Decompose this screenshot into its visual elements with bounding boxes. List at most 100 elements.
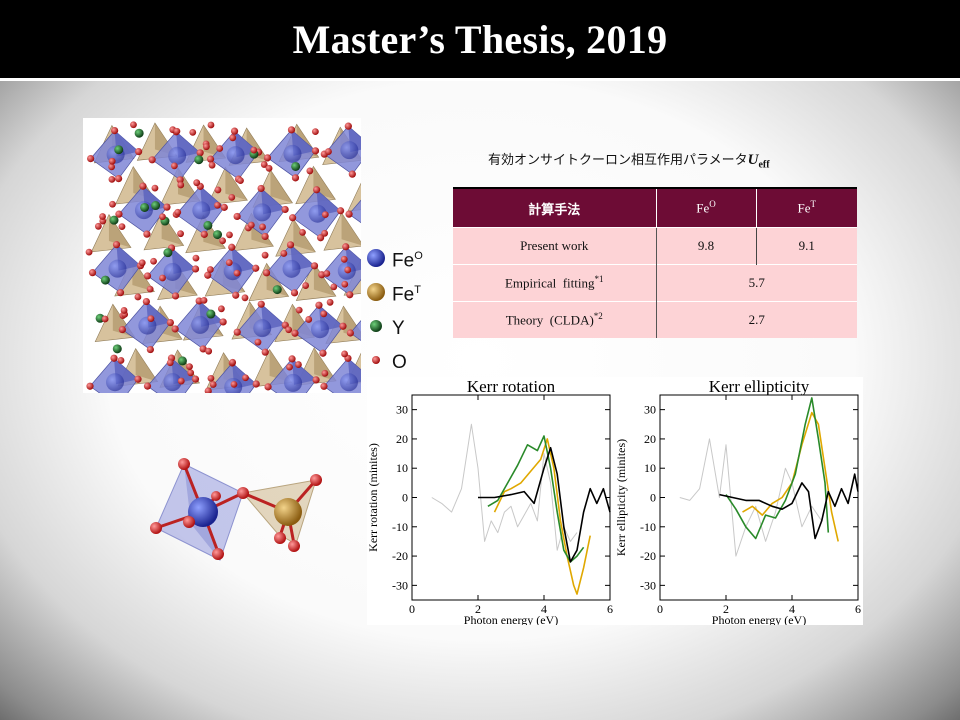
legend-label-y: Y xyxy=(392,318,405,339)
o-atom xyxy=(229,358,237,366)
o-atom xyxy=(344,266,352,274)
o-atom xyxy=(205,347,213,355)
o-atom xyxy=(321,369,329,377)
o-atom xyxy=(130,121,137,129)
row-footnote-marker: *1 xyxy=(594,274,604,285)
o-atom xyxy=(242,374,249,382)
table-caption: 有効オンサイトクーロン相互作用パラメータUeff xyxy=(488,149,770,171)
o-atom xyxy=(115,174,123,183)
o-atom xyxy=(312,376,320,384)
o-atom xyxy=(233,212,241,221)
o-atom xyxy=(171,325,179,333)
o-atom xyxy=(311,147,320,155)
o-atom xyxy=(191,375,200,383)
o-atom xyxy=(187,369,195,377)
o-atom xyxy=(170,162,178,170)
o-atom xyxy=(257,300,265,308)
o-atom xyxy=(341,280,349,288)
rotation-y-tick-label: -30 xyxy=(392,578,408,592)
o-atom xyxy=(286,363,293,371)
o-atom xyxy=(204,387,212,395)
o-atom xyxy=(189,128,197,136)
rotation-y-tick-label: 30 xyxy=(396,403,408,417)
o-atom xyxy=(290,289,299,297)
fe-t-tetrahedron-face xyxy=(112,304,135,338)
table-row: Present work 9.8 9.1 xyxy=(453,227,857,265)
ellipticity-y-tick-label: 20 xyxy=(644,432,656,446)
o-atom xyxy=(109,200,116,208)
o-atom xyxy=(286,241,295,249)
slide-title: Master’s Thesis, 2019 xyxy=(292,16,668,62)
o-atom xyxy=(261,251,269,259)
rotation-y-tick-label: -20 xyxy=(392,549,408,563)
y-ball-icon xyxy=(366,316,386,342)
o-atom xyxy=(252,264,260,272)
fe-o-ball-icon xyxy=(366,248,386,274)
y-atom xyxy=(177,356,187,366)
o-atom xyxy=(306,167,314,175)
o-atom xyxy=(214,201,221,209)
ellipticity-x-tick-label: 4 xyxy=(789,602,795,616)
fe-o-atom xyxy=(283,144,302,163)
o-atom xyxy=(134,375,142,383)
o-atom xyxy=(302,282,310,289)
o-atom xyxy=(196,149,204,157)
o-atom xyxy=(320,310,328,318)
o-atom xyxy=(143,230,151,238)
ellipticity-y-tick-label: -30 xyxy=(640,578,656,592)
o-atom xyxy=(94,222,102,230)
o-atom xyxy=(295,361,302,368)
o-atom xyxy=(207,374,215,382)
row-value: 5.7 xyxy=(656,264,857,302)
o-atom xyxy=(315,301,323,309)
o-atom xyxy=(134,293,142,301)
y-atom xyxy=(194,155,204,165)
fe-t-tetrahedron-face xyxy=(108,214,131,248)
atom-legend: FeO FeT Y O xyxy=(366,244,423,380)
ellipticity-plot-frame xyxy=(659,394,859,601)
o-atom xyxy=(216,145,224,152)
o-atom xyxy=(287,126,296,134)
o-atom xyxy=(112,241,121,249)
kerr-plots: Kerr rotation 30 20 10 0 -10 -20 -30 0 2 4 6 Photon … xyxy=(366,377,863,627)
title-bar: Master’s Thesis, 2019 xyxy=(0,0,960,81)
o-atom xyxy=(85,248,93,256)
fe-o-atom xyxy=(163,262,182,281)
o-atom xyxy=(344,122,352,130)
y-atom xyxy=(112,344,122,354)
o-atom xyxy=(204,271,212,279)
o-atom xyxy=(241,294,249,302)
o-atom xyxy=(261,348,269,356)
o-atom xyxy=(111,126,119,135)
o-atom xyxy=(320,382,328,390)
o-atom xyxy=(348,170,356,178)
o-atom xyxy=(199,345,207,353)
o-atom xyxy=(208,161,216,169)
o-atom xyxy=(174,208,182,216)
y-atom xyxy=(291,161,301,171)
o-atom xyxy=(346,329,354,337)
legend-item-o: O xyxy=(366,346,423,380)
rotation-x-tick-label: 6 xyxy=(607,602,613,616)
ellipticity-y-tick-label: 0 xyxy=(650,491,656,505)
ellipticity-x-tick-label: 2 xyxy=(723,602,729,616)
legend-item-fe-t: FeT xyxy=(366,278,423,312)
o-atom xyxy=(220,203,228,211)
o-atom xyxy=(214,186,222,194)
y-atom xyxy=(134,128,144,138)
o-atom xyxy=(250,146,258,154)
o-atom xyxy=(118,325,126,334)
legend-label-fe-t: Fe xyxy=(392,284,415,306)
o-atom xyxy=(110,354,118,362)
fe-t-tetrahedron-face xyxy=(313,263,336,297)
o-atom xyxy=(225,259,233,267)
o-atom xyxy=(150,257,157,265)
o-atom xyxy=(192,254,200,262)
fe-t-tetrahedron-face xyxy=(270,169,293,203)
table-header-row: 計算手法 FeO FeT xyxy=(453,187,857,228)
o-atom xyxy=(228,193,236,201)
rotation-y-tick-label: 10 xyxy=(396,461,408,475)
rotation-chart-title: Kerr rotation xyxy=(467,377,556,396)
o-atom xyxy=(148,156,156,164)
o-atom xyxy=(116,289,125,297)
